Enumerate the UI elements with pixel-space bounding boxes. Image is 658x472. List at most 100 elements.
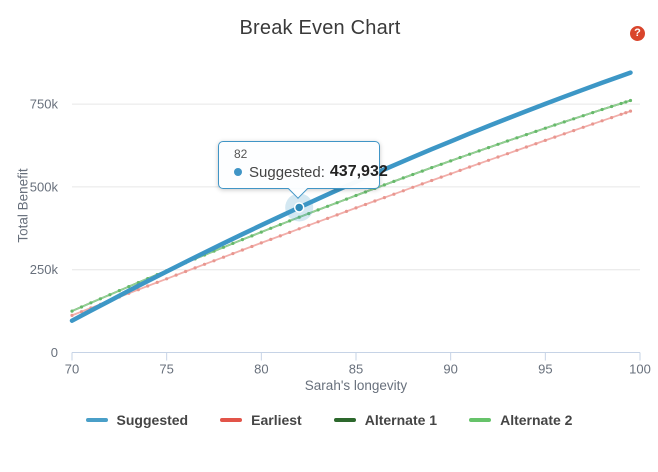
legend-swatch-icon bbox=[85, 418, 108, 422]
series-marker bbox=[572, 129, 576, 133]
series-marker bbox=[316, 208, 320, 212]
series-marker bbox=[505, 139, 510, 143]
series-marker bbox=[278, 223, 282, 227]
series-marker bbox=[136, 288, 140, 292]
series-marker bbox=[543, 138, 547, 142]
series-marker bbox=[335, 201, 339, 205]
legend-item-label: Suggested bbox=[116, 412, 189, 428]
series-marker bbox=[543, 126, 547, 130]
series-marker bbox=[259, 230, 263, 234]
series-marker bbox=[553, 135, 557, 139]
legend-item-alternate-1[interactable]: Alternate 1 bbox=[333, 412, 438, 428]
y-tick-label: 500k bbox=[30, 179, 59, 194]
series-marker bbox=[477, 149, 481, 153]
legend-swatch-icon bbox=[469, 418, 492, 422]
help-icon[interactable]: ? bbox=[630, 26, 645, 41]
x-tick-label: 80 bbox=[254, 362, 268, 377]
series-marker bbox=[496, 155, 500, 159]
legend-swatch-icon bbox=[220, 418, 243, 422]
series-marker bbox=[79, 310, 84, 314]
chart-canvas[interactable]: 0 250k 500k 750k 70 75 80 85 90 95 100 bbox=[0, 0, 658, 405]
series-marker bbox=[600, 107, 604, 112]
series-marker bbox=[439, 175, 443, 179]
series-marker bbox=[70, 309, 74, 313]
series-marker bbox=[297, 227, 301, 231]
series-marker bbox=[278, 234, 282, 238]
series-marker bbox=[610, 104, 614, 109]
series-marker bbox=[184, 269, 188, 274]
series-marker bbox=[269, 237, 273, 241]
series-marker bbox=[117, 289, 121, 293]
y-tick-label: 250k bbox=[30, 262, 59, 277]
legend-item-label: Alternate 2 bbox=[500, 412, 573, 428]
series-marker bbox=[335, 213, 339, 217]
series-marker bbox=[505, 152, 510, 156]
series-marker bbox=[326, 216, 330, 220]
series-marker bbox=[231, 252, 235, 256]
series-marker bbox=[231, 241, 235, 245]
series-marker bbox=[468, 152, 472, 156]
series-marker bbox=[515, 148, 519, 152]
series-marker bbox=[316, 220, 320, 224]
series-marker bbox=[534, 142, 538, 146]
series-marker bbox=[344, 197, 349, 201]
series-marker bbox=[89, 301, 93, 305]
series-marker bbox=[420, 169, 424, 173]
series-marker bbox=[108, 293, 112, 297]
x-tick-label: 70 bbox=[65, 362, 79, 377]
series-marker bbox=[354, 206, 358, 210]
x-tick-label: 95 bbox=[538, 362, 552, 377]
series-marker bbox=[562, 132, 566, 136]
series-marker bbox=[581, 125, 585, 129]
highlight-point[interactable] bbox=[293, 202, 305, 213]
series-marker bbox=[363, 190, 368, 194]
series-marker bbox=[515, 136, 519, 140]
x-tick-label: 90 bbox=[443, 362, 457, 377]
legend-item-suggested[interactable]: Suggested bbox=[85, 412, 189, 428]
legend-item-earliest[interactable]: Earliest bbox=[220, 412, 302, 428]
series-marker bbox=[174, 273, 178, 277]
y-tick-label: 0 bbox=[51, 345, 58, 360]
series-marker bbox=[468, 165, 472, 169]
series-marker bbox=[259, 241, 263, 245]
x-tick-label: 75 bbox=[159, 362, 173, 377]
tooltip-series-label: Suggested: bbox=[249, 163, 325, 181]
series-marker bbox=[288, 230, 292, 234]
series-marker bbox=[628, 109, 633, 113]
series-marker bbox=[307, 223, 311, 227]
tooltip-value: 437,932 bbox=[329, 163, 388, 180]
series-marker bbox=[363, 202, 368, 207]
series-marker bbox=[624, 111, 628, 115]
series-marker bbox=[524, 145, 529, 149]
series-marker bbox=[411, 172, 415, 177]
tooltip-age: 82 bbox=[234, 147, 248, 161]
series-marker bbox=[392, 179, 396, 183]
legend-item-label: Alternate 1 bbox=[364, 412, 438, 428]
series-marker bbox=[307, 212, 311, 216]
series-marker bbox=[420, 182, 424, 186]
tooltip: 82 Suggested: 437,932 bbox=[218, 141, 388, 189]
series-marker bbox=[619, 101, 623, 106]
series-marker bbox=[146, 284, 150, 288]
legend-item-label: Earliest bbox=[251, 412, 302, 428]
page-title: Break Even Chart bbox=[239, 17, 401, 39]
legend-item-alternate-2[interactable]: Alternate 2 bbox=[469, 412, 572, 428]
series-marker bbox=[486, 146, 491, 150]
series-marker bbox=[212, 259, 216, 263]
series-marker bbox=[202, 262, 207, 266]
series-marker bbox=[354, 193, 358, 198]
series-marker bbox=[439, 162, 443, 166]
series-marker bbox=[581, 114, 585, 118]
series-marker bbox=[221, 255, 226, 259]
series-marker bbox=[240, 248, 244, 252]
series-marker bbox=[628, 98, 633, 103]
x-tick-label: 100 bbox=[629, 362, 651, 377]
series-marker bbox=[165, 277, 169, 281]
series-marker bbox=[155, 280, 159, 284]
series-marker bbox=[344, 209, 349, 213]
y-tick-label: 750k bbox=[30, 97, 59, 112]
series-marker bbox=[250, 244, 254, 249]
series-marker bbox=[600, 119, 604, 123]
series-marker bbox=[477, 162, 481, 166]
series-marker bbox=[496, 142, 500, 146]
